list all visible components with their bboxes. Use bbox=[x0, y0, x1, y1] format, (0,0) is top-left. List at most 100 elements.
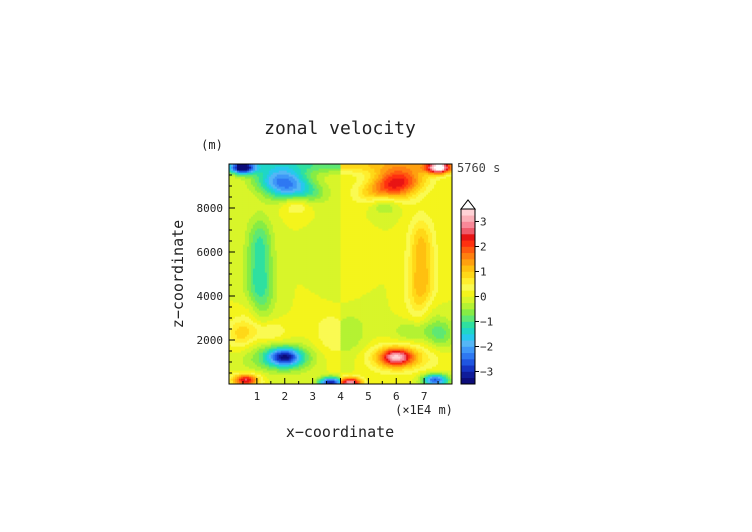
heatmap-cell bbox=[356, 356, 360, 359]
heatmap-cell bbox=[334, 314, 338, 317]
heatmap-cell bbox=[346, 316, 350, 319]
heatmap-cell bbox=[356, 326, 360, 329]
heatmap-cell bbox=[334, 362, 338, 365]
heatmap-cell bbox=[448, 360, 451, 363]
heatmap-cell bbox=[448, 364, 451, 367]
heatmap-cell bbox=[358, 314, 362, 317]
heatmap-cell bbox=[396, 374, 399, 377]
heatmap-cell bbox=[392, 358, 395, 361]
heatmap-cell bbox=[332, 356, 336, 359]
heatmap-cell bbox=[374, 316, 377, 319]
heatmap-cell bbox=[322, 354, 326, 357]
heatmap-cell bbox=[424, 356, 427, 359]
heatmap-cell bbox=[408, 348, 411, 351]
heatmap-cell bbox=[382, 350, 385, 353]
heatmap-cell bbox=[298, 326, 302, 329]
heatmap-cell bbox=[422, 372, 425, 375]
heatmap-cell bbox=[256, 364, 260, 367]
heatmap-cell bbox=[270, 374, 274, 377]
heatmap-cell bbox=[438, 320, 441, 323]
heatmap-cell bbox=[324, 356, 328, 359]
heatmap-cell bbox=[308, 326, 312, 329]
heatmap-cell bbox=[288, 314, 292, 317]
heatmap-cell bbox=[374, 332, 377, 335]
heatmap-cell bbox=[280, 334, 284, 337]
heatmap-cell bbox=[422, 362, 425, 365]
heatmap-cell bbox=[266, 378, 270, 381]
heatmap-cell bbox=[274, 326, 278, 329]
heatmap-cell bbox=[446, 360, 449, 363]
heatmap-cell bbox=[312, 370, 316, 373]
heatmap-cell bbox=[442, 336, 445, 339]
heatmap-cell bbox=[318, 316, 322, 319]
heatmap-cell bbox=[412, 354, 415, 357]
heatmap-cell bbox=[296, 342, 300, 345]
heatmap-cell bbox=[428, 362, 431, 365]
heatmap-cell bbox=[432, 322, 435, 325]
heatmap-cell bbox=[400, 314, 403, 317]
heatmap-cell bbox=[412, 358, 415, 361]
heatmap-cell bbox=[268, 316, 272, 319]
heatmap-cell bbox=[308, 314, 312, 317]
heatmap-cell bbox=[322, 342, 326, 345]
heatmap-cell bbox=[388, 316, 391, 319]
heatmap-cell bbox=[264, 334, 268, 337]
heatmap-cell bbox=[408, 324, 411, 327]
heatmap-cell bbox=[372, 356, 375, 359]
heatmap-cell bbox=[284, 336, 288, 339]
heatmap-cell bbox=[376, 356, 379, 359]
heatmap-cell bbox=[284, 354, 288, 357]
heatmap-cell bbox=[326, 364, 330, 367]
heatmap-cell bbox=[430, 378, 433, 381]
heatmap-cell bbox=[312, 336, 316, 339]
heatmap-cell bbox=[286, 346, 290, 349]
heatmap-cell bbox=[346, 348, 350, 351]
heatmap-cell bbox=[378, 316, 381, 319]
heatmap-cell bbox=[276, 346, 280, 349]
heatmap-cell bbox=[306, 368, 310, 371]
heatmap-cell bbox=[332, 336, 336, 339]
heatmap-cell bbox=[410, 332, 413, 335]
heatmap-cell bbox=[416, 312, 419, 315]
heatmap-cell bbox=[229, 312, 232, 315]
heatmap-cell bbox=[422, 312, 425, 315]
heatmap-cell bbox=[348, 328, 352, 331]
heatmap-cell bbox=[432, 360, 435, 363]
heatmap-cell bbox=[394, 334, 397, 337]
heatmap-cell bbox=[334, 318, 338, 321]
heatmap-cell bbox=[256, 334, 260, 337]
heatmap-cell bbox=[246, 312, 250, 315]
heatmap-cell bbox=[360, 312, 363, 315]
heatmap-cell bbox=[346, 342, 350, 345]
heatmap-cell bbox=[312, 334, 316, 337]
heatmap-cell bbox=[278, 372, 282, 375]
heatmap-cell bbox=[352, 324, 356, 327]
heatmap-cell bbox=[440, 362, 443, 365]
heatmap-cell bbox=[312, 340, 316, 343]
heatmap-cell bbox=[438, 338, 441, 341]
heatmap-cell bbox=[386, 340, 389, 343]
heatmap-cell bbox=[286, 362, 290, 365]
heatmap-cell bbox=[330, 326, 334, 329]
heatmap-cell bbox=[318, 356, 322, 359]
heatmap-cell bbox=[310, 376, 314, 379]
heatmap-cell bbox=[440, 366, 443, 369]
heatmap-cell bbox=[386, 372, 389, 375]
heatmap-cell bbox=[326, 358, 330, 361]
heatmap-cell bbox=[346, 364, 350, 367]
heatmap-cell bbox=[322, 370, 326, 373]
heatmap-cell bbox=[402, 340, 405, 343]
heatmap-cell bbox=[332, 354, 336, 357]
heatmap-cell bbox=[324, 378, 328, 381]
heatmap-cell bbox=[344, 340, 348, 343]
heatmap-cell bbox=[274, 354, 278, 357]
heatmap-cell bbox=[244, 358, 248, 361]
heatmap-cell bbox=[296, 366, 300, 369]
heatmap-cell bbox=[398, 374, 401, 377]
heatmap-cell bbox=[320, 366, 324, 369]
heatmap-cell bbox=[336, 330, 340, 333]
heatmap-cell bbox=[264, 380, 268, 383]
heatmap-cell bbox=[408, 350, 411, 353]
heatmap-cell bbox=[348, 376, 352, 379]
heatmap-cell bbox=[398, 368, 401, 371]
